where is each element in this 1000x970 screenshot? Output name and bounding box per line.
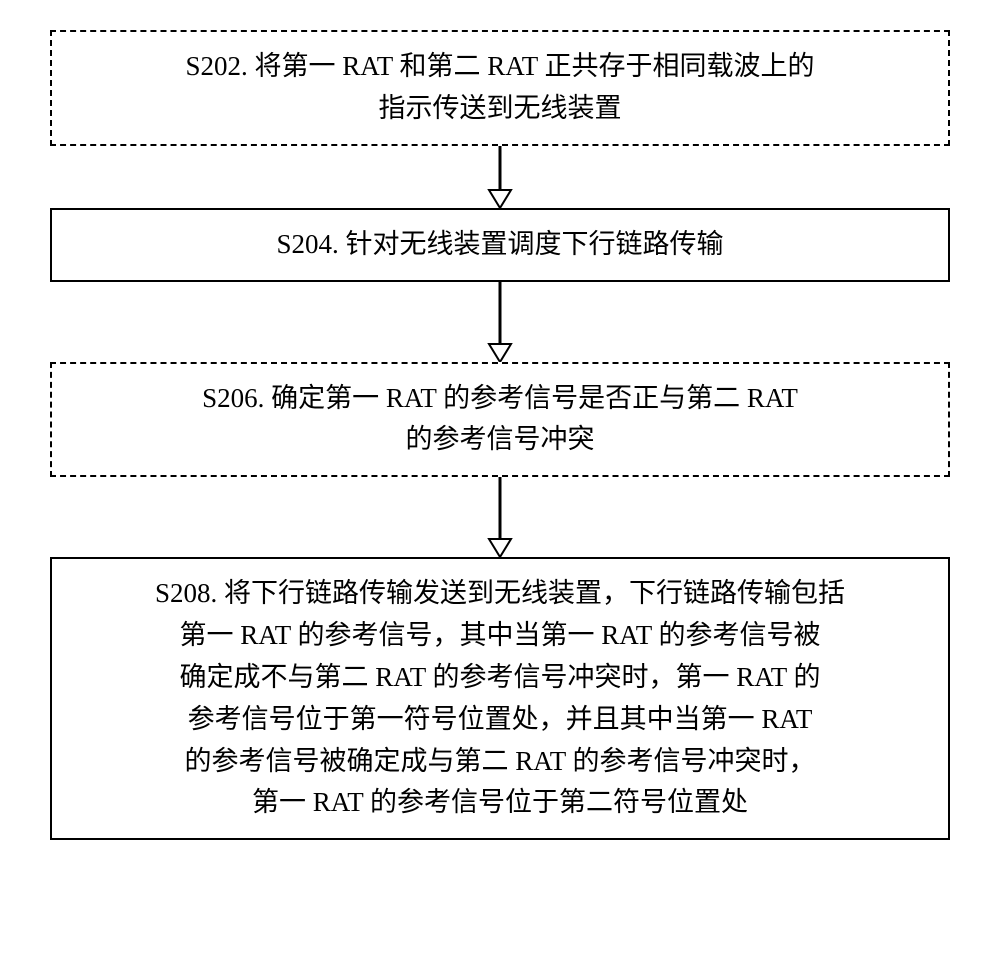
text-segment: RAT bbox=[368, 662, 432, 692]
flow-node-S202: S202. 将第一 RAT 和第二 RAT 正共存于相同载波上的指示传送到无线装… bbox=[50, 30, 950, 146]
text-segment: 的参考信号被确定成与第二 bbox=[184, 746, 508, 776]
text-segment: 针对无线装置调度下行链路传输 bbox=[346, 229, 724, 259]
flow-node-line: 参考信号位于第一符号位置处，并且其中当第一 RAT bbox=[76, 699, 924, 741]
text-segment: RAT bbox=[740, 383, 798, 413]
text-segment: S202. bbox=[185, 51, 254, 81]
text-segment: RAT bbox=[379, 383, 443, 413]
text-segment: RAT bbox=[306, 787, 370, 817]
text-segment: 正共存于相同载波上的 bbox=[545, 51, 815, 81]
flow-arrow bbox=[50, 477, 950, 557]
text-segment: RAT bbox=[755, 704, 813, 734]
flow-node-line: 的参考信号冲突 bbox=[76, 419, 924, 461]
text-segment: S204. bbox=[276, 229, 345, 259]
text-segment: 确定成不与第二 bbox=[179, 662, 368, 692]
flow-node-line: 确定成不与第二 RAT 的参考信号冲突时，第一 RAT 的 bbox=[76, 657, 924, 699]
text-segment: S208. bbox=[155, 578, 224, 608]
flow-node-S206: S206. 确定第一 RAT 的参考信号是否正与第二 RAT 的参考信号冲突 bbox=[50, 362, 950, 478]
text-segment: 的参考信号位于第二符号位置处 bbox=[370, 787, 748, 817]
text-segment: 参考信号位于第一符号位置处，并且其中当第一 bbox=[188, 704, 755, 734]
flow-node-line: 指示传送到无线装置 bbox=[76, 88, 924, 130]
text-segment: 确定第一 bbox=[271, 383, 379, 413]
flow-node-line: 第一 RAT 的参考信号位于第二符号位置处 bbox=[76, 782, 924, 824]
flow-arrow bbox=[50, 282, 950, 362]
text-segment: 将下行链路传输发送到无线装置，下行链路传输包括 bbox=[224, 578, 845, 608]
text-segment: RAT bbox=[335, 51, 399, 81]
flow-node-line: S204. 针对无线装置调度下行链路传输 bbox=[76, 224, 924, 266]
text-segment: 的参考信号是否正与第二 bbox=[443, 383, 740, 413]
flow-node-line: S202. 将第一 RAT 和第二 RAT 正共存于相同载波上的 bbox=[76, 46, 924, 88]
flow-node-line: 的参考信号被确定成与第二 RAT 的参考信号冲突时， bbox=[76, 741, 924, 783]
flow-node-line: S206. 确定第一 RAT 的参考信号是否正与第二 RAT bbox=[76, 378, 924, 420]
text-segment: 第一 bbox=[179, 620, 233, 650]
flow-node-line: 第一 RAT 的参考信号，其中当第一 RAT 的参考信号被 bbox=[76, 615, 924, 657]
text-segment: 和第二 bbox=[400, 51, 481, 81]
text-segment: RAT bbox=[730, 662, 794, 692]
text-segment: RAT bbox=[508, 746, 572, 776]
text-segment: RAT bbox=[481, 51, 545, 81]
text-segment: 的参考信号被 bbox=[659, 620, 821, 650]
flow-node-S208: S208. 将下行链路传输发送到无线装置，下行链路传输包括第一 RAT 的参考信… bbox=[50, 557, 950, 840]
text-segment: 的参考信号冲突时，第一 bbox=[433, 662, 730, 692]
text-segment: 的 bbox=[794, 662, 821, 692]
flowchart-container: S202. 将第一 RAT 和第二 RAT 正共存于相同载波上的指示传送到无线装… bbox=[50, 30, 950, 840]
flow-node-S204: S204. 针对无线装置调度下行链路传输 bbox=[50, 208, 950, 282]
text-segment: 指示传送到无线装置 bbox=[379, 93, 622, 123]
text-segment: RAT bbox=[233, 620, 297, 650]
text-segment: RAT bbox=[595, 620, 659, 650]
text-segment: 第一 bbox=[252, 787, 306, 817]
text-segment: 的参考信号冲突时， bbox=[573, 746, 816, 776]
text-segment: 将第一 bbox=[254, 51, 335, 81]
flow-arrow bbox=[50, 146, 950, 208]
flow-node-line: S208. 将下行链路传输发送到无线装置，下行链路传输包括 bbox=[76, 573, 924, 615]
text-segment: S206. bbox=[202, 383, 271, 413]
text-segment: 的参考信号冲突 bbox=[406, 424, 595, 454]
text-segment: 的参考信号，其中当第一 bbox=[298, 620, 595, 650]
